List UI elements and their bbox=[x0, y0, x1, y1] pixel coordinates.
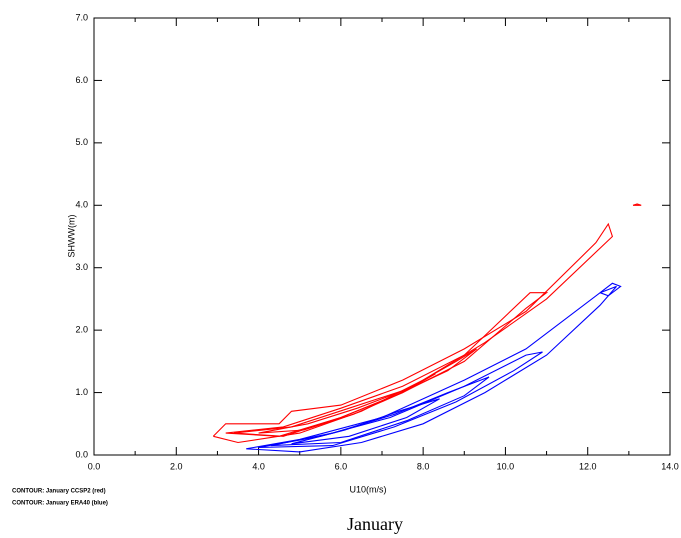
x-tick-label: 14.0 bbox=[661, 461, 679, 471]
x-tick-label: 6.0 bbox=[335, 461, 348, 471]
y-tick-label: 2.0 bbox=[75, 325, 88, 335]
y-tick-label: 3.0 bbox=[75, 262, 88, 272]
y-tick-label: 1.0 bbox=[75, 387, 88, 397]
contour-line bbox=[212, 222, 614, 444]
y-tick-label: 7.0 bbox=[75, 12, 88, 22]
y-tick-label: 6.0 bbox=[75, 75, 88, 85]
contour-line bbox=[233, 348, 477, 437]
contour-line bbox=[225, 292, 549, 437]
y-axis-label: SHWW(m) bbox=[66, 215, 76, 258]
x-axis-label: U10(m/s) bbox=[349, 484, 386, 494]
y-tick-label: 5.0 bbox=[75, 137, 88, 147]
x-tick-label: 2.0 bbox=[170, 461, 183, 471]
contour-line bbox=[258, 351, 543, 449]
legend-entry: CONTOUR: January ERA40 (blue) bbox=[12, 501, 108, 507]
plot-frame bbox=[93, 17, 671, 456]
chart-title: January bbox=[347, 514, 403, 534]
y-tick-label: 0.0 bbox=[75, 449, 88, 459]
legend-entry: CONTOUR: January CCSP2 (red) bbox=[12, 489, 106, 495]
contour-line bbox=[632, 203, 642, 206]
x-tick-label: 0.0 bbox=[88, 461, 101, 471]
contour-line bbox=[258, 373, 436, 434]
contour-line bbox=[246, 285, 617, 453]
contour-line bbox=[599, 282, 622, 297]
x-tick-label: 10.0 bbox=[497, 461, 515, 471]
x-tick-label: 12.0 bbox=[579, 461, 597, 471]
x-tick-label: 4.0 bbox=[252, 461, 265, 471]
contour-line bbox=[291, 398, 440, 445]
y-tick-label: 4.0 bbox=[75, 200, 88, 210]
contour-line bbox=[270, 376, 490, 447]
x-tick-label: 8.0 bbox=[417, 461, 430, 471]
